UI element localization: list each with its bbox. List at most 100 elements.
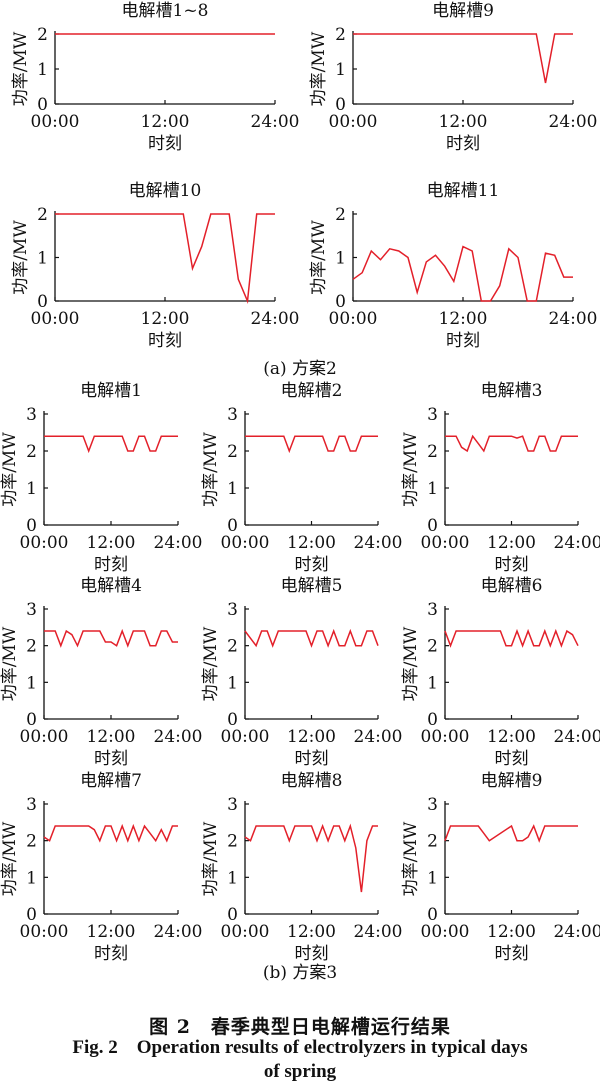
panel-b-8-ytick-label: 3 — [227, 795, 238, 815]
panel-b-7-xtick-label: 00:00 — [20, 922, 69, 942]
panel-a-2-series-1-line — [353, 33, 573, 84]
figure-caption-en-line1: Fig. 2 Operation results of electrolyzer… — [72, 1037, 528, 1058]
panel-a-3-xlabel: 时刻 — [148, 331, 182, 351]
panel-b-6-ytick-label: 2 — [427, 637, 438, 657]
panel-a-2-chart: 电解槽9 0 1 2 00:00 12:00 24:00 时刻 功率/MW — [309, 1, 598, 154]
panel-a-4-series-1-line — [352, 245, 573, 302]
panel-b-3-title: 电解槽3 — [481, 381, 543, 401]
panel-a-3-title: 电解槽10 — [129, 181, 202, 201]
panel-b-6-series-1-line — [444, 628, 579, 648]
panel-b-9-xlabel: 时刻 — [495, 944, 529, 964]
panel-b-2-xtick-label: 00:00 — [221, 533, 270, 553]
panel-a-1-ytick-label: 0 — [37, 95, 48, 115]
panel-b-7-ytick-label: 1 — [26, 868, 37, 888]
panel-b-9-ytick-label: 3 — [427, 795, 438, 815]
panel-a-2-xtick-label: 00:00 — [329, 112, 378, 132]
panel-a-1-ytick-label: 1 — [37, 60, 48, 80]
panel-b-1-xtick-label: 24:00 — [154, 533, 203, 553]
panel-b-7-xtick-label: 24:00 — [154, 922, 203, 942]
panel-a-3-chart: 电解槽10 0 1 2 00:00 12:00 24:00 时刻 功率/MW — [11, 181, 300, 351]
panel-a-2-ytick-label: 2 — [335, 25, 346, 45]
panel-b-2-xtick-label: 24:00 — [354, 533, 403, 553]
panel-b-5-chart: 电解槽5 0 1 2 3 00:00 12:00 24:00 时刻 功率/MW — [201, 576, 403, 769]
panel-b-9-ytick-label: 2 — [427, 832, 438, 852]
panel-b-6-chart: 电解槽6 0 1 2 3 00:00 12:00 24:00 时刻 功率/MW — [401, 576, 600, 769]
panel-b-1-ytick-label: 2 — [26, 442, 37, 462]
panel-b-9-title: 电解槽9 — [481, 771, 543, 791]
panel-a-4-chart: 电解槽11 0 1 2 00:00 12:00 24:00 时刻 功率/MW — [309, 181, 598, 351]
panel-a-1-xtick-label: 00:00 — [31, 112, 80, 132]
panel-b-6-xtick-label: 12:00 — [487, 727, 536, 747]
panel-b-5-xlabel: 时刻 — [295, 749, 329, 769]
panel-b-4-chart: 电解槽4 0 1 2 3 00:00 12:00 24:00 时刻 功率/MW — [0, 576, 203, 769]
panel-b-1-ytick-label: 3 — [26, 405, 37, 425]
panel-b-1-series-1-line — [44, 435, 178, 454]
panel-b-4-xlabel: 时刻 — [94, 749, 128, 769]
panel-a-2-ytick-label: 0 — [335, 95, 346, 115]
panel-b-8-series-1-line — [244, 823, 378, 893]
panel-a-1-chart: 电解槽1~8 0 1 2 00:00 12:00 24:00 时刻 功率/MW — [11, 1, 300, 154]
panel-b-4-xtick-label: 00:00 — [20, 727, 69, 747]
panel-a-1-xtick-label: 24:00 — [251, 112, 300, 132]
panel-b-7-title: 电解槽7 — [80, 771, 142, 791]
panel-b-5-ytick-label: 3 — [227, 600, 238, 620]
panel-b-5-ylabel: 功率/MW — [201, 626, 221, 701]
panel-b-5-xtick-label: 24:00 — [354, 727, 403, 747]
panel-a-4-ytick-label: 0 — [335, 292, 346, 312]
panel-a-2-ytick-label: 1 — [335, 60, 346, 80]
panel-b-8-xtick-label: 00:00 — [221, 922, 270, 942]
panel-b-7-xlabel: 时刻 — [94, 944, 128, 964]
panel-a-3-xtick-label: 00:00 — [31, 309, 80, 329]
panel-b-8-xtick-label: 24:00 — [354, 922, 403, 942]
panel-b-4-title: 电解槽4 — [80, 576, 142, 596]
panel-a-1-xtick-label: 12:00 — [141, 112, 190, 132]
panel-b-3-ytick-label: 3 — [427, 405, 438, 425]
panel-b-9-chart: 电解槽9 0 1 2 3 00:00 12:00 24:00 时刻 功率/MW — [401, 771, 600, 964]
panel-b-3-xtick-label: 24:00 — [554, 533, 600, 553]
panel-a-4-ytick-label: 2 — [335, 205, 346, 225]
panel-a-4-xtick-label: 00:00 — [329, 309, 378, 329]
panel-b-3-ytick-label: 2 — [427, 442, 438, 462]
panel-a-3-ytick-label: 0 — [37, 292, 48, 312]
panel-b-6-ytick-label: 3 — [427, 600, 438, 620]
panel-a-2-ylabel: 功率/MW — [309, 31, 329, 106]
panel-b-2-ytick-label: 0 — [227, 516, 238, 536]
panel-b-1-chart: 电解槽1 0 1 2 3 00:00 12:00 24:00 时刻 功率/MW — [0, 381, 203, 575]
panel-b-9-series-1-line — [444, 824, 578, 843]
panel-a-4-xlabel: 时刻 — [446, 331, 480, 351]
panel-b-5-title: 电解槽5 — [281, 576, 343, 596]
panel-b-9-xtick-label: 12:00 — [487, 922, 536, 942]
panel-b-2-xlabel: 时刻 — [295, 555, 329, 575]
panel-b-7-xtick-label: 12:00 — [87, 922, 136, 942]
panel-b-2-ytick-label: 2 — [227, 442, 238, 462]
panel-b-3-chart: 电解槽3 0 1 2 3 00:00 12:00 24:00 时刻 功率/MW — [401, 381, 600, 575]
section-label-b: (b) 方案3 — [263, 963, 337, 983]
panel-a-3-series-1-line — [55, 213, 275, 304]
panel-b-6-xtick-label: 00:00 — [421, 727, 470, 747]
figure-caption-cn: 图 2 春季典型日电解槽运行结果 — [149, 1016, 451, 1038]
panel-a-4-title: 电解槽11 — [427, 181, 500, 201]
panel-b-1-title: 电解槽1 — [80, 381, 142, 401]
panel-b-8-ytick-label: 1 — [227, 868, 238, 888]
panel-b-4-xtick-label: 24:00 — [154, 727, 203, 747]
panel-b-9-xtick-label: 24:00 — [554, 922, 600, 942]
panel-b-8-ytick-label: 0 — [227, 905, 238, 925]
panel-a-1-ylabel: 功率/MW — [11, 31, 31, 106]
figure-caption-en: Fig. 2 Operation results of electrolyzer… — [0, 1036, 600, 1084]
panel-b-7-chart: 电解槽7 0 1 2 3 00:00 12:00 24:00 时刻 功率/MW — [0, 771, 203, 964]
panel-b-3-xtick-label: 00:00 — [421, 533, 470, 553]
panel-b-2-series-1-line — [245, 435, 378, 454]
panel-b-2-ytick-label: 1 — [227, 479, 238, 499]
section-label-a: (a) 方案2 — [263, 359, 337, 379]
panel-a-3-ytick-label: 2 — [37, 205, 48, 225]
panel-a-4-xtick-label: 12:00 — [439, 309, 488, 329]
panel-b-3-ytick-label: 0 — [427, 516, 438, 536]
panel-b-7-ylabel: 功率/MW — [0, 821, 20, 896]
panel-b-6-xtick-label: 24:00 — [554, 727, 600, 747]
panel-b-7-ytick-label: 2 — [26, 832, 37, 852]
panel-b-5-ytick-label: 0 — [227, 710, 238, 730]
panel-b-1-xlabel: 时刻 — [94, 555, 128, 575]
panel-b-8-ytick-label: 2 — [227, 832, 238, 852]
panel-b-6-ylabel: 功率/MW — [401, 626, 421, 701]
